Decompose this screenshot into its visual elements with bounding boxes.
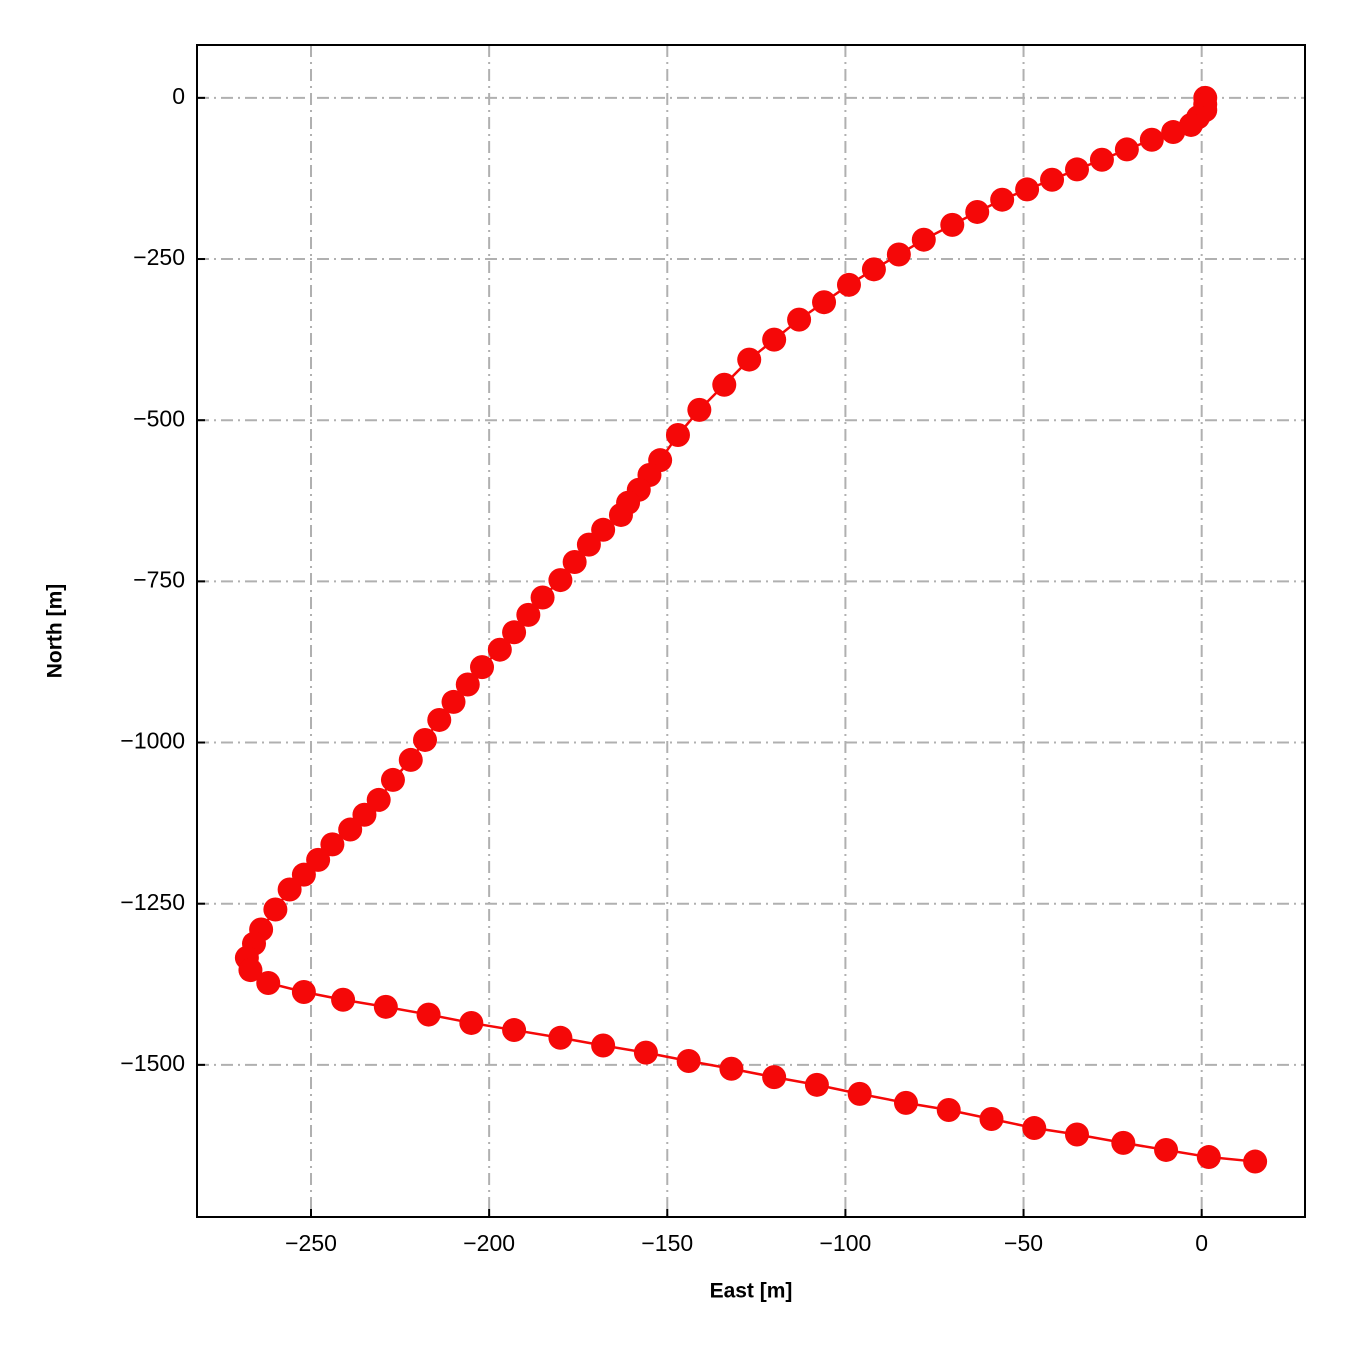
data-point <box>277 877 302 902</box>
data-point <box>676 1048 701 1073</box>
data-point <box>1114 137 1139 162</box>
data-point <box>665 423 690 448</box>
x-axis-label: East [m] <box>710 1280 793 1303</box>
data-point <box>338 817 363 842</box>
data-point <box>380 767 405 792</box>
data-line <box>245 97 1256 1163</box>
data-point <box>861 257 886 282</box>
data-point <box>413 727 438 752</box>
y-tick-label: −1500 <box>120 1050 185 1076</box>
data-point <box>331 987 356 1012</box>
data-point <box>1089 147 1114 172</box>
plot-frame <box>196 44 1306 1218</box>
data-point <box>441 689 466 714</box>
data-point <box>366 787 391 812</box>
data-point <box>1064 1122 1089 1147</box>
data-point <box>263 897 288 922</box>
data-point <box>548 568 573 593</box>
data-point <box>502 620 527 645</box>
data-point <box>836 272 861 297</box>
data-point <box>893 1090 918 1115</box>
data-point <box>320 832 345 857</box>
data-point <box>1064 157 1089 182</box>
data-point <box>1243 1149 1268 1174</box>
data-point <box>719 1056 744 1081</box>
data-point <box>516 602 541 627</box>
data-point <box>530 585 555 610</box>
data-point <box>502 1018 527 1043</box>
data-point <box>398 747 423 772</box>
data-point <box>737 347 762 372</box>
data-point <box>911 227 936 252</box>
data-point <box>291 862 316 887</box>
y-tick-label: 0 <box>172 83 185 109</box>
y-tick-label: −500 <box>133 405 185 431</box>
data-point <box>591 517 616 542</box>
x-tick-label: −200 <box>463 1230 515 1256</box>
x-tick-label: −50 <box>1004 1230 1043 1256</box>
x-tick-label: 0 <box>1195 1230 1208 1256</box>
data-point <box>1022 1116 1047 1141</box>
data-point <box>1196 1145 1221 1170</box>
x-tick-label: −250 <box>285 1230 337 1256</box>
data-point <box>238 958 263 983</box>
y-axis-label: North [m] <box>44 584 67 678</box>
data-point <box>548 1025 573 1050</box>
data-point <box>1111 1130 1136 1155</box>
data-point <box>804 1072 829 1097</box>
data-point <box>886 242 911 267</box>
x-tick-label: −100 <box>820 1230 872 1256</box>
data-point <box>562 550 587 575</box>
data-point <box>965 199 990 224</box>
data-point <box>940 212 965 237</box>
data-point <box>936 1097 961 1122</box>
data-point <box>576 532 601 557</box>
data-point <box>1015 177 1040 202</box>
data-point <box>1161 120 1186 145</box>
data-point <box>990 187 1015 212</box>
data-point <box>427 707 452 732</box>
data-point <box>608 502 633 527</box>
y-tick-label: −250 <box>133 244 185 270</box>
data-point <box>1040 167 1065 192</box>
data-point <box>256 970 281 995</box>
data-point <box>762 1065 787 1090</box>
data-point <box>787 307 812 332</box>
data-point <box>487 637 512 662</box>
data-point <box>470 655 495 680</box>
data-point <box>373 994 398 1019</box>
y-tick-label: −1250 <box>120 889 185 915</box>
data-point <box>687 397 712 422</box>
x-tick-label: −150 <box>641 1230 693 1256</box>
data-point <box>1139 127 1164 152</box>
data-point <box>979 1107 1004 1132</box>
data-point <box>306 847 331 872</box>
y-tick-label: −750 <box>133 566 185 592</box>
data-point <box>812 290 837 315</box>
data-point <box>633 1040 658 1065</box>
data-point <box>712 372 737 397</box>
data-point <box>416 1002 441 1027</box>
data-point <box>847 1081 872 1106</box>
data-point <box>291 980 316 1005</box>
data-point <box>591 1033 616 1058</box>
data-point <box>1154 1137 1179 1162</box>
data-point <box>352 802 377 827</box>
data-point <box>762 327 787 352</box>
data-point <box>459 1010 484 1035</box>
y-tick-label: −1000 <box>120 728 185 754</box>
data-point <box>455 672 480 697</box>
